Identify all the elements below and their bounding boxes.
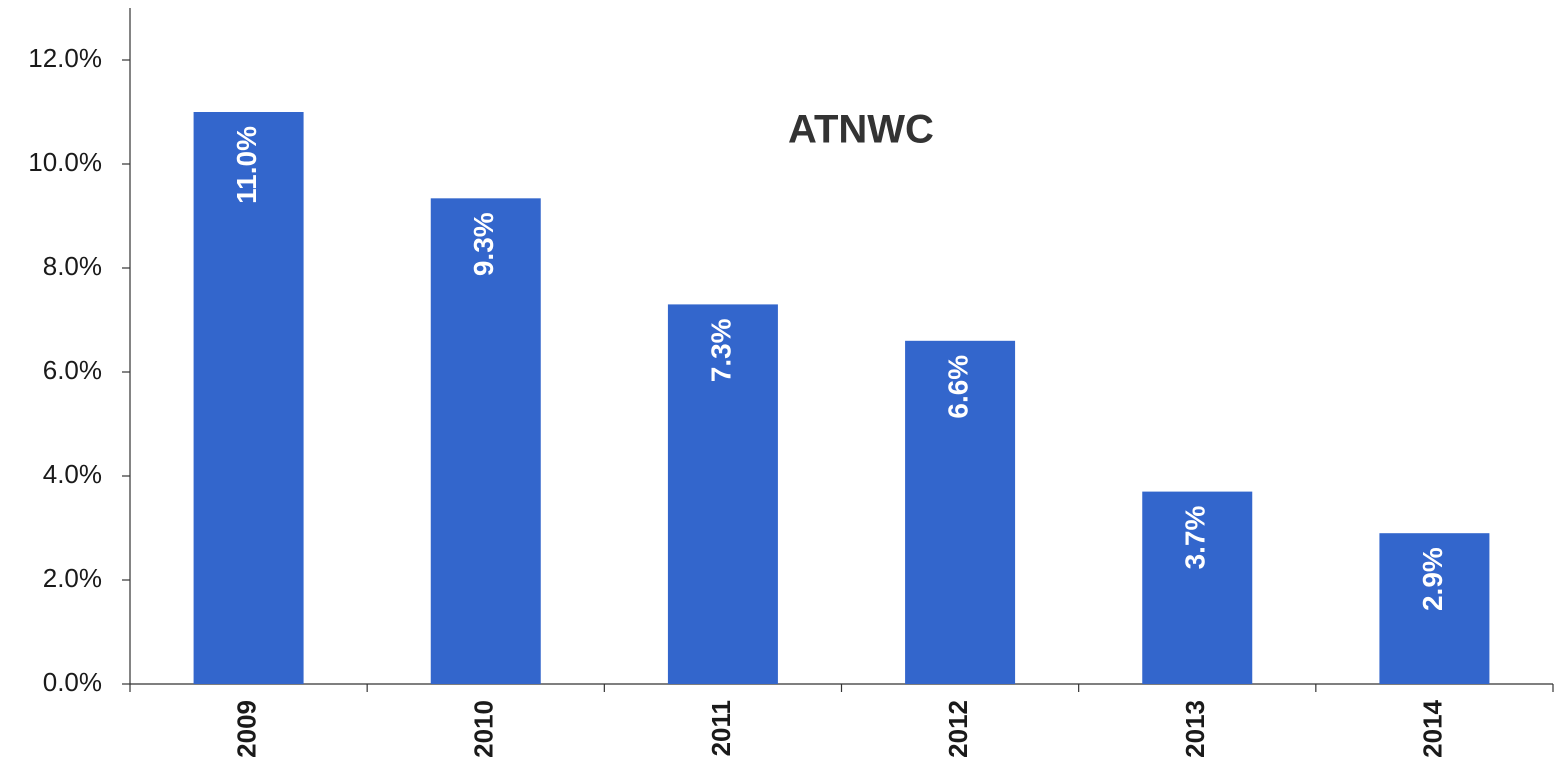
x-tick-label: 2011	[706, 700, 736, 756]
x-tick-label: 2012	[943, 700, 973, 758]
data-label: 7.3%	[705, 318, 736, 382]
bar	[1379, 533, 1490, 684]
bar	[193, 112, 304, 684]
y-tick-label: 12.0%	[28, 43, 102, 73]
bar	[1142, 491, 1253, 684]
x-tick-label: 2009	[231, 700, 261, 758]
y-tick-label: 4.0%	[43, 459, 102, 489]
data-label: 3.7%	[1180, 506, 1211, 570]
y-tick-label: 2.0%	[43, 563, 102, 593]
y-tick-label: 6.0%	[43, 355, 102, 385]
bar	[905, 340, 1016, 684]
bar	[430, 198, 541, 684]
chart-title: ATNWC	[788, 108, 934, 152]
x-tick-label: 2010	[469, 700, 499, 758]
y-tick-label: 8.0%	[43, 251, 102, 281]
data-label: 6.6%	[942, 355, 973, 419]
y-tick-label: 0.0%	[43, 667, 102, 697]
bar	[667, 304, 778, 684]
data-label: 2.9%	[1417, 547, 1448, 611]
x-tick-label: 2013	[1180, 700, 1210, 758]
data-label: 9.3%	[468, 212, 499, 276]
x-tick-label: 2014	[1417, 699, 1447, 757]
y-tick-label: 10.0%	[28, 147, 102, 177]
data-label: 11.0%	[231, 126, 262, 204]
